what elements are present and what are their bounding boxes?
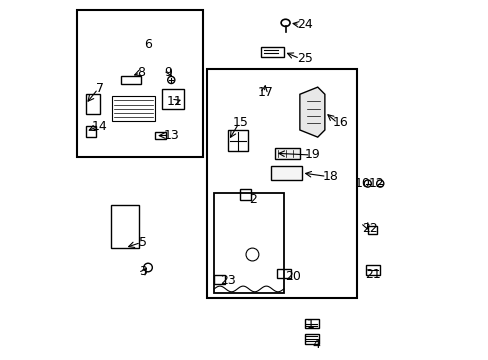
Text: 9: 9 bbox=[163, 66, 171, 79]
Text: 19: 19 bbox=[304, 148, 320, 162]
Text: 10: 10 bbox=[354, 177, 369, 190]
Text: 12: 12 bbox=[368, 177, 384, 190]
Text: 22: 22 bbox=[361, 222, 377, 235]
Text: 13: 13 bbox=[163, 129, 179, 142]
Text: 5: 5 bbox=[139, 236, 146, 249]
Text: 15: 15 bbox=[232, 116, 248, 129]
Text: 23: 23 bbox=[220, 274, 236, 287]
Text: 14: 14 bbox=[92, 120, 107, 133]
Text: 16: 16 bbox=[332, 116, 348, 129]
Text: 7: 7 bbox=[96, 82, 103, 95]
Text: 3: 3 bbox=[139, 265, 146, 278]
Text: 4: 4 bbox=[311, 338, 319, 351]
FancyBboxPatch shape bbox=[274, 148, 299, 158]
Text: 18: 18 bbox=[322, 170, 338, 183]
Text: 1: 1 bbox=[306, 318, 314, 331]
Text: 21: 21 bbox=[365, 268, 380, 281]
Text: 2: 2 bbox=[249, 193, 257, 206]
Text: 20: 20 bbox=[284, 270, 300, 283]
Text: 11: 11 bbox=[166, 95, 183, 108]
Text: 24: 24 bbox=[297, 18, 312, 31]
Polygon shape bbox=[299, 87, 324, 137]
Text: 17: 17 bbox=[258, 86, 273, 99]
FancyBboxPatch shape bbox=[271, 166, 301, 180]
Text: 8: 8 bbox=[137, 66, 144, 79]
Text: 6: 6 bbox=[144, 38, 152, 51]
Text: 25: 25 bbox=[297, 52, 312, 65]
